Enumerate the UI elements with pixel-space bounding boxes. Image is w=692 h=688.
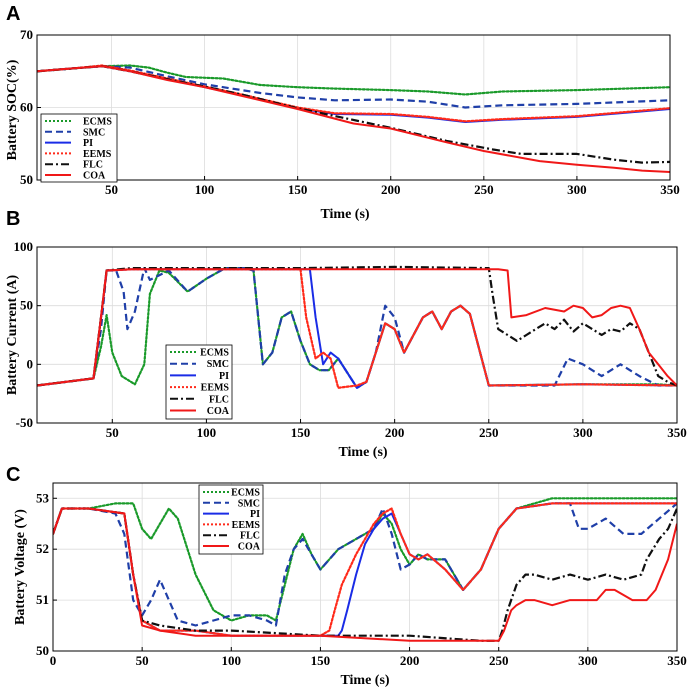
x-tick-label: 350 — [667, 653, 687, 668]
legend-box — [198, 484, 264, 555]
plot-area — [37, 247, 677, 423]
x-tick-label: 50 — [105, 182, 118, 197]
series-line-ecms — [37, 64, 670, 96]
x-axis-label: Time (s) — [340, 673, 389, 688]
series-group — [37, 64, 670, 173]
x-tick-label: 100 — [197, 425, 217, 440]
axes-frame — [36, 246, 678, 424]
x-tick-label: 150 — [291, 425, 311, 440]
x-tick-label: 100 — [222, 653, 242, 668]
series-group — [53, 497, 677, 642]
y-tick-label: 100 — [14, 239, 34, 254]
x-tick-label: 300 — [573, 425, 593, 440]
y-tick-label: -50 — [16, 415, 33, 430]
legend-label-smc: SMC — [83, 127, 105, 138]
x-tick-label: 200 — [381, 182, 401, 197]
legend-box — [40, 113, 118, 183]
x-tick-label: 50 — [106, 425, 119, 440]
x-tick-label: 350 — [660, 182, 680, 197]
legend-label-eems: EEMS — [83, 149, 112, 160]
legend-label-ecms: ECMS — [83, 117, 112, 128]
y-axis-label: Battery Current (A) — [5, 275, 20, 396]
panel-letter: A — [6, 3, 20, 25]
series-line-coa — [37, 268, 677, 387]
legend-label-flc: FLC — [209, 394, 229, 405]
y-tick-label: 52 — [36, 541, 49, 556]
axes-frame — [52, 482, 678, 652]
x-tick-label: 250 — [489, 653, 509, 668]
x-tick-label: 350 — [667, 425, 687, 440]
legend-label-coa: COA — [238, 542, 261, 553]
y-axis-label: Battery Voltage (V) — [13, 509, 28, 625]
x-tick-label: 200 — [385, 425, 405, 440]
series-line-flc — [53, 507, 677, 642]
legend-label-flc: FLC — [83, 160, 103, 171]
y-axis-label: Battery SOC(%) — [5, 59, 20, 160]
x-tick-label: 150 — [311, 653, 331, 668]
y-tick-label: 50 — [36, 643, 49, 658]
x-tick-label: 100 — [195, 182, 215, 197]
legend-label-flc: FLC — [240, 531, 260, 542]
y-tick-label: 60 — [20, 100, 33, 115]
panel-letter: B — [6, 208, 20, 230]
y-tick-label: 50 — [20, 172, 33, 187]
x-tick-label: 0 — [50, 653, 57, 668]
panel-letter: C — [6, 464, 20, 486]
x-tick-label: 50 — [136, 653, 149, 668]
series-line-coa — [37, 65, 670, 173]
legend-label-pi: PI — [250, 509, 260, 520]
x-tick-label: 250 — [479, 425, 499, 440]
legend-label-eems: EEMS — [232, 520, 261, 531]
chart-panel-B: B 50 100 150 200 250 300 350 -50 0 50 100 Time (s) Ba… — [5, 208, 687, 460]
y-tick-label: 51 — [36, 592, 49, 607]
x-tick-label: 250 — [474, 182, 494, 197]
y-tick-label: 0 — [27, 356, 34, 371]
legend-label-pi: PI — [219, 371, 229, 382]
x-axis-label: Time (s) — [320, 207, 369, 222]
x-tick-label: 300 — [578, 653, 598, 668]
chart-panel-A: A 50 100 150 200 250 300 350 50 60 70 Time (s) Batte… — [5, 3, 680, 222]
legend-label-ecms: ECMS — [200, 348, 229, 359]
y-tick-label: 70 — [20, 27, 33, 42]
series-line-flc — [37, 265, 677, 387]
legend-label-ecms: ECMS — [231, 488, 260, 499]
x-tick-label: 300 — [567, 182, 587, 197]
series-line-coa — [53, 507, 677, 642]
legend-label-coa: COA — [83, 171, 106, 182]
y-tick-label: 53 — [36, 490, 50, 505]
legend-label-pi: PI — [83, 138, 93, 149]
series-group — [37, 265, 677, 389]
legend-label-eems: EEMS — [201, 383, 230, 394]
legend-label-smc: SMC — [238, 498, 260, 509]
x-tick-label: 150 — [288, 182, 308, 197]
x-tick-label: 200 — [400, 653, 420, 668]
y-tick-label: 50 — [20, 298, 33, 313]
legend-label-coa: COA — [207, 406, 230, 417]
x-axis-label: Time (s) — [338, 445, 387, 460]
legend-box — [165, 344, 233, 420]
legend-label-smc: SMC — [207, 359, 229, 370]
series-line-smc — [37, 65, 670, 109]
